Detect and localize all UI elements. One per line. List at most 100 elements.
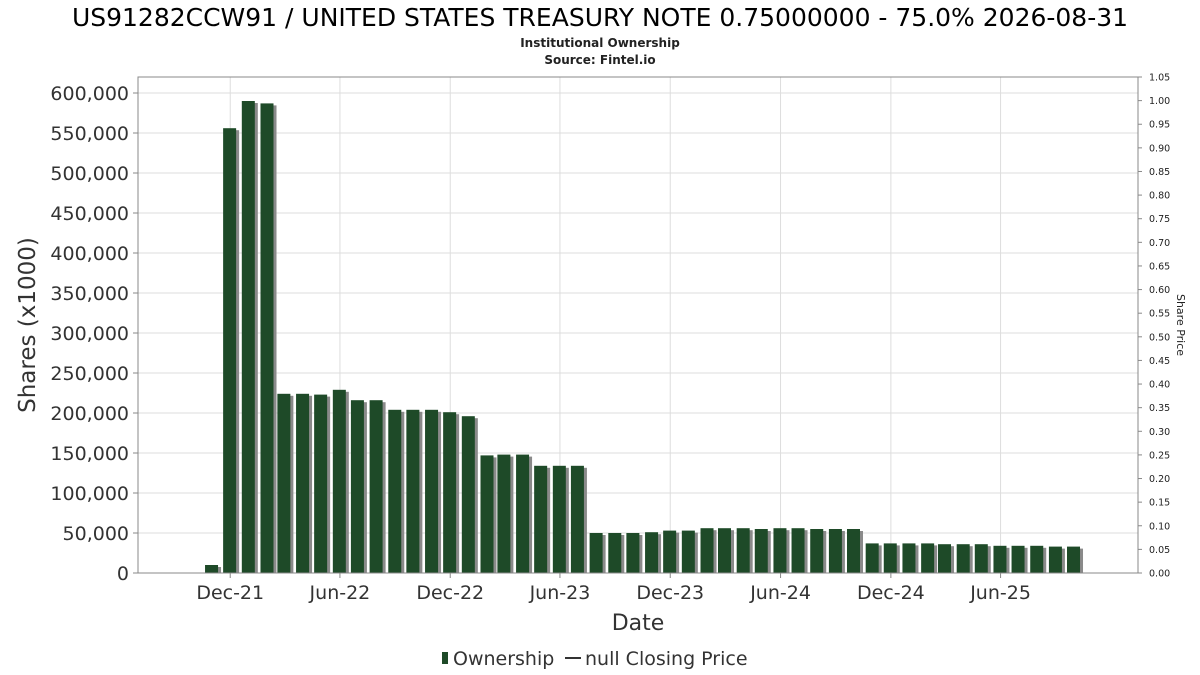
y-tick-label: 250,000	[50, 363, 129, 385]
y-axis-ticks: 0 50,000 100,000 150,000 200,000 250,000 300,0…	[50, 83, 138, 585]
y2-tick-label: 0.35	[1149, 403, 1170, 414]
ownership-bar	[754, 529, 768, 573]
y2-tick-label: 0.90	[1149, 143, 1170, 154]
ownership-bar	[552, 465, 566, 573]
y2-axis-ticks: 0.00 0.05 0.10 0.15 0.20 0.25 0.30 0.35 0.40 0.45…	[1138, 73, 1170, 580]
ownership-bar	[1067, 546, 1081, 573]
x-tick-label: Jun-24	[749, 582, 811, 604]
ownership-bar	[626, 533, 640, 573]
ownership-bar	[570, 465, 584, 573]
ownership-bar	[974, 544, 988, 573]
x-tick-label: Dec-23	[636, 582, 704, 604]
y-tick-label: 50,000	[63, 523, 129, 545]
y2-tick-label: 0.15	[1149, 498, 1170, 509]
ownership-bar	[350, 400, 364, 573]
ownership-bar	[938, 544, 952, 573]
y-tick-label: 100,000	[50, 483, 129, 505]
ownership-bar	[1011, 545, 1025, 573]
y-tick-label: 0	[117, 563, 129, 585]
y-tick-label: 450,000	[50, 203, 129, 225]
ownership-bar	[314, 394, 328, 573]
x-axis-ticks: Dec-21 Jun-22 Dec-22 Jun-23 Dec-23 Jun-24 Dec-…	[196, 573, 1031, 604]
ownership-bar	[497, 454, 511, 573]
ownership-bar	[865, 543, 879, 573]
y2-tick-label: 0.55	[1149, 309, 1170, 320]
y2-tick-label: 0.40	[1149, 380, 1170, 391]
ownership-bar	[223, 128, 237, 573]
x-tick-label: Jun-22	[309, 582, 371, 604]
ownership-bar	[406, 409, 420, 573]
ownership-bar	[883, 543, 897, 573]
y2-tick-label: 1.00	[1149, 96, 1170, 107]
ownership-bar	[810, 529, 824, 573]
x-tick-label: Dec-24	[857, 582, 925, 604]
ownership-bar	[1048, 546, 1062, 573]
ownership-bar	[993, 545, 1007, 573]
y-tick-label: 200,000	[50, 403, 129, 425]
y-tick-label: 150,000	[50, 443, 129, 465]
y-tick-label: 500,000	[50, 163, 129, 185]
ownership-bar	[681, 530, 695, 573]
ownership-bar	[791, 528, 805, 573]
y2-tick-label: 1.05	[1149, 73, 1170, 84]
ownership-bar	[902, 543, 916, 573]
y2-tick-label: 0.00	[1149, 569, 1170, 580]
ownership-bar	[921, 543, 935, 573]
y2-tick-label: 0.45	[1149, 356, 1170, 367]
ownership-bar	[516, 454, 530, 573]
ownership-bar	[736, 528, 750, 573]
y2-tick-label: 0.75	[1149, 214, 1170, 225]
ownership-bar	[608, 533, 622, 573]
y2-tick-label: 0.80	[1149, 191, 1170, 202]
y2-tick-label: 0.25	[1149, 450, 1170, 461]
ownership-bar	[846, 529, 860, 573]
legend-ownership-swatch	[442, 652, 448, 664]
x-tick-label: Jun-25	[969, 582, 1031, 604]
y-tick-label: 550,000	[50, 123, 129, 145]
y-tick-label: 300,000	[50, 323, 129, 345]
y-axis-label: Shares (x1000)	[15, 237, 41, 413]
ownership-bar	[663, 530, 677, 573]
legend: Ownership null Closing Price	[442, 648, 748, 670]
chart-subtitle: Institutional Ownership	[520, 36, 680, 50]
x-tick-label: Jun-23	[529, 582, 591, 604]
x-tick-label: Dec-21	[196, 582, 264, 604]
ownership-bar	[241, 101, 255, 573]
x-tick-label: Dec-22	[416, 582, 484, 604]
ownership-bar	[461, 416, 475, 573]
legend-price-label: null Closing Price	[585, 648, 748, 670]
ownership-bar	[717, 528, 731, 573]
ownership-bar	[443, 412, 457, 573]
y2-tick-label: 0.65	[1149, 261, 1170, 272]
y-tick-label: 600,000	[50, 83, 129, 105]
y2-axis-label: Share Price	[1174, 294, 1187, 356]
y-tick-label: 350,000	[50, 283, 129, 305]
y2-tick-label: 0.20	[1149, 474, 1170, 485]
y2-tick-label: 0.10	[1149, 521, 1170, 532]
ownership-bar	[645, 532, 659, 573]
ownership-bar	[956, 544, 970, 573]
ownership-bar	[828, 529, 842, 573]
ownership-bar	[534, 465, 548, 573]
ownership-bar	[589, 533, 603, 573]
bars-layer	[205, 101, 1084, 574]
ownership-bar	[388, 409, 402, 573]
ownership-bar	[260, 103, 274, 574]
y2-tick-label: 0.30	[1149, 427, 1170, 438]
y2-tick-label: 0.05	[1149, 545, 1170, 556]
ownership-bar	[773, 528, 787, 573]
y2-tick-label: 0.70	[1149, 238, 1170, 249]
ownership-bar	[425, 409, 439, 573]
ownership-bar	[480, 455, 494, 573]
y2-tick-label: 0.50	[1149, 332, 1170, 343]
ownership-bar	[332, 389, 346, 573]
plot-frame	[137, 76, 1139, 574]
y2-tick-label: 0.60	[1149, 285, 1170, 296]
ownership-bar	[205, 565, 219, 573]
chart-source: Source: Fintel.io	[544, 53, 655, 67]
ownership-bar	[369, 400, 383, 573]
ownership-bar	[277, 393, 291, 573]
y2-tick-label: 0.85	[1149, 167, 1170, 178]
y-tick-label: 400,000	[50, 243, 129, 265]
